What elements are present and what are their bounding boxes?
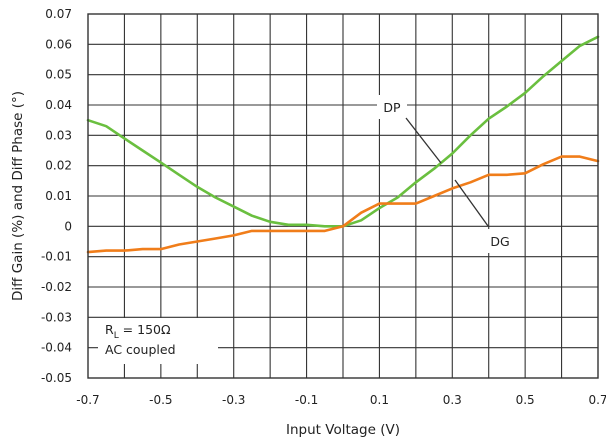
y-tick-label: -0.03	[41, 310, 72, 324]
y-tick-label: 0.04	[45, 98, 72, 112]
conditions-box-bg	[98, 318, 218, 364]
y-tick-label: 0	[64, 219, 72, 233]
condition-coupling: AC coupled	[105, 342, 176, 357]
y-tick-label: 0.02	[45, 159, 72, 173]
x-tick-label: -0.3	[222, 393, 245, 407]
dp-label: DP	[383, 100, 401, 115]
series-lines	[86, 35, 600, 254]
y-tick-label: -0.02	[41, 280, 72, 294]
condition-resistance: RL = 150Ω	[105, 322, 171, 341]
y-tick-label: 0.06	[45, 37, 72, 51]
dg-leader-line	[454, 179, 489, 227]
y-tick-label: -0.05	[41, 371, 72, 385]
y-tick-label: -0.01	[41, 250, 72, 264]
x-tick-labels: -0.7 -0.5 -0.3 -0.1 0.1 0.3 0.5 0.7	[76, 393, 606, 407]
y-tick-label: 0.07	[45, 7, 72, 21]
dp-annotation: DP	[377, 95, 442, 164]
x-tick-label: 0.5	[516, 393, 535, 407]
series-line-dg	[86, 155, 600, 254]
x-tick-label: 0.3	[443, 393, 462, 407]
y-tick-label: 0.03	[45, 128, 72, 142]
x-tick-label: -0.7	[76, 393, 99, 407]
dp-leader-line	[405, 117, 442, 164]
x-tick-label: -0.1	[295, 393, 318, 407]
dp-label-box	[377, 95, 407, 119]
x-tick-label: 0.7	[588, 393, 606, 407]
x-axis-label: Input Voltage (V)	[286, 422, 400, 438]
x-tick-label: -0.5	[149, 393, 172, 407]
plot-frame	[87, 13, 599, 379]
dg-label-box	[485, 229, 515, 253]
y-tick-label: 0.01	[45, 189, 72, 203]
conditions-box: RL = 150Ω AC coupled	[98, 318, 218, 364]
dg-annotation: DG	[454, 179, 515, 253]
y-tick-labels: 0.07 0.06 0.05 0.04 0.03 0.02 0.01 0 -0.01 -0.02 -…	[41, 7, 72, 385]
dg-label: DG	[490, 234, 509, 249]
y-tick-label: 0.05	[45, 68, 72, 82]
y-tick-label: -0.04	[41, 341, 72, 355]
grid	[88, 14, 598, 378]
y-axis-label: Diff Gain (%) and Diff Phase (°)	[10, 91, 26, 301]
x-tick-label: 0.1	[370, 393, 389, 407]
